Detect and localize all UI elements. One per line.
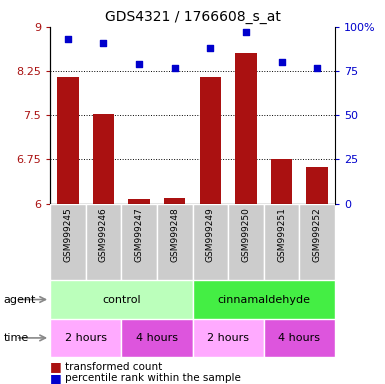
Bar xyxy=(93,114,114,204)
Bar xyxy=(271,159,292,204)
Bar xyxy=(264,319,335,357)
Text: GSM999251: GSM999251 xyxy=(277,207,286,262)
Point xyxy=(172,65,178,71)
Text: percentile rank within the sample: percentile rank within the sample xyxy=(65,373,241,383)
Text: 4 hours: 4 hours xyxy=(278,333,320,343)
Bar xyxy=(192,319,264,357)
Point xyxy=(278,59,285,65)
Text: ■: ■ xyxy=(50,360,62,373)
Title: GDS4321 / 1766608_s_at: GDS4321 / 1766608_s_at xyxy=(105,10,280,25)
Text: ■: ■ xyxy=(50,372,62,384)
Text: GSM999246: GSM999246 xyxy=(99,207,108,262)
Bar xyxy=(306,167,328,204)
Bar xyxy=(228,204,264,280)
Text: cinnamaldehyde: cinnamaldehyde xyxy=(217,295,310,305)
Bar xyxy=(121,204,157,280)
Text: transformed count: transformed count xyxy=(65,362,163,372)
Text: 2 hours: 2 hours xyxy=(65,333,107,343)
Text: agent: agent xyxy=(4,295,36,305)
Point xyxy=(314,65,320,71)
Bar xyxy=(50,319,121,357)
Point xyxy=(136,61,142,67)
Bar xyxy=(192,280,335,319)
Bar xyxy=(199,77,221,204)
Bar xyxy=(300,204,335,280)
Bar xyxy=(164,198,186,204)
Text: GSM999252: GSM999252 xyxy=(313,207,321,262)
Bar xyxy=(85,204,121,280)
Text: time: time xyxy=(4,333,29,343)
Bar xyxy=(50,204,85,280)
Bar xyxy=(235,53,257,204)
Bar xyxy=(192,204,228,280)
Text: 2 hours: 2 hours xyxy=(207,333,249,343)
Point xyxy=(100,40,107,46)
Text: GSM999247: GSM999247 xyxy=(135,207,144,262)
Bar xyxy=(128,199,150,204)
Bar xyxy=(50,280,192,319)
Text: GSM999249: GSM999249 xyxy=(206,207,215,262)
Bar xyxy=(264,204,300,280)
Point xyxy=(243,29,249,35)
Text: 4 hours: 4 hours xyxy=(136,333,178,343)
Text: GSM999250: GSM999250 xyxy=(241,207,250,262)
Text: GSM999248: GSM999248 xyxy=(170,207,179,262)
Bar xyxy=(121,319,192,357)
Text: GSM999245: GSM999245 xyxy=(64,207,72,262)
Bar xyxy=(157,204,192,280)
Point xyxy=(65,36,71,42)
Bar xyxy=(57,77,79,204)
Point xyxy=(207,45,213,51)
Text: control: control xyxy=(102,295,141,305)
